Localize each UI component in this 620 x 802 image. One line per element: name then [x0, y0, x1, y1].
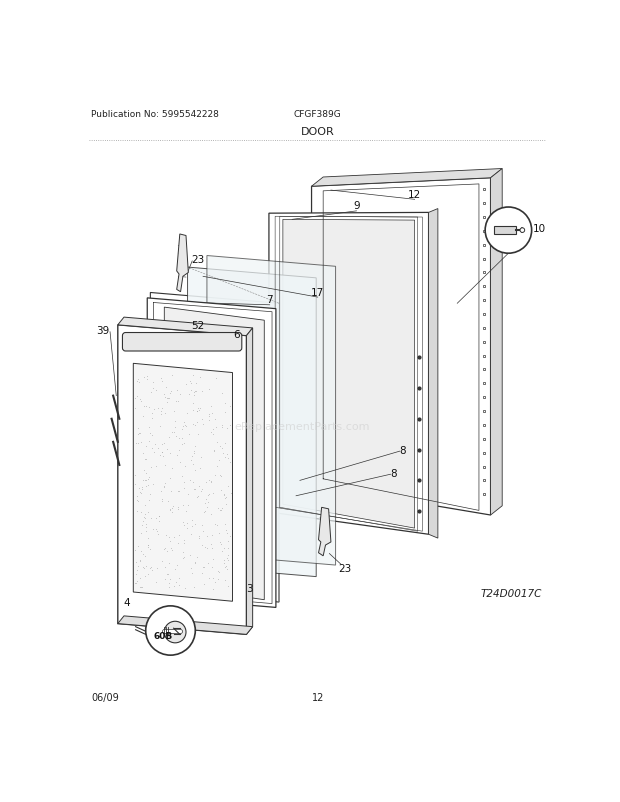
Text: 52: 52	[191, 321, 204, 330]
Circle shape	[164, 622, 186, 643]
Polygon shape	[164, 308, 264, 600]
Polygon shape	[118, 326, 247, 634]
Polygon shape	[319, 508, 331, 556]
Text: 8: 8	[391, 468, 397, 478]
Text: T24D0017C: T24D0017C	[480, 589, 542, 598]
Polygon shape	[247, 329, 253, 634]
Polygon shape	[133, 364, 232, 602]
Text: 10: 10	[533, 224, 546, 233]
Text: 60B: 60B	[153, 631, 173, 640]
Text: CFGF389G: CFGF389G	[294, 110, 342, 119]
Text: 3: 3	[246, 583, 253, 593]
Text: 39: 39	[95, 326, 109, 336]
Circle shape	[520, 229, 525, 233]
Text: 12: 12	[312, 692, 324, 703]
Polygon shape	[428, 209, 438, 538]
Text: 4: 4	[124, 597, 130, 607]
Polygon shape	[283, 220, 415, 529]
Polygon shape	[164, 301, 265, 596]
Polygon shape	[151, 293, 279, 602]
Polygon shape	[269, 213, 428, 535]
Polygon shape	[187, 268, 316, 577]
Polygon shape	[312, 169, 502, 187]
Text: 7: 7	[267, 295, 273, 305]
Circle shape	[485, 208, 532, 254]
Text: 6: 6	[233, 330, 240, 339]
Polygon shape	[207, 256, 335, 565]
Polygon shape	[312, 179, 490, 516]
Text: Publication No: 5995542228: Publication No: 5995542228	[92, 110, 219, 119]
FancyBboxPatch shape	[123, 333, 242, 351]
Polygon shape	[177, 235, 188, 293]
Polygon shape	[490, 169, 502, 516]
Text: 9: 9	[353, 201, 360, 211]
Text: eReplacementParts.com: eReplacementParts.com	[234, 422, 370, 432]
Text: 8: 8	[400, 445, 406, 455]
Polygon shape	[148, 298, 276, 608]
Polygon shape	[118, 616, 253, 634]
Circle shape	[146, 606, 195, 655]
Polygon shape	[118, 318, 253, 336]
Text: 17: 17	[311, 287, 324, 298]
Polygon shape	[495, 227, 516, 235]
Text: 23: 23	[339, 564, 352, 573]
Text: DOOR: DOOR	[301, 127, 335, 137]
Text: 23: 23	[191, 254, 204, 265]
Text: 06/09: 06/09	[92, 692, 119, 703]
Text: 12: 12	[408, 190, 421, 200]
